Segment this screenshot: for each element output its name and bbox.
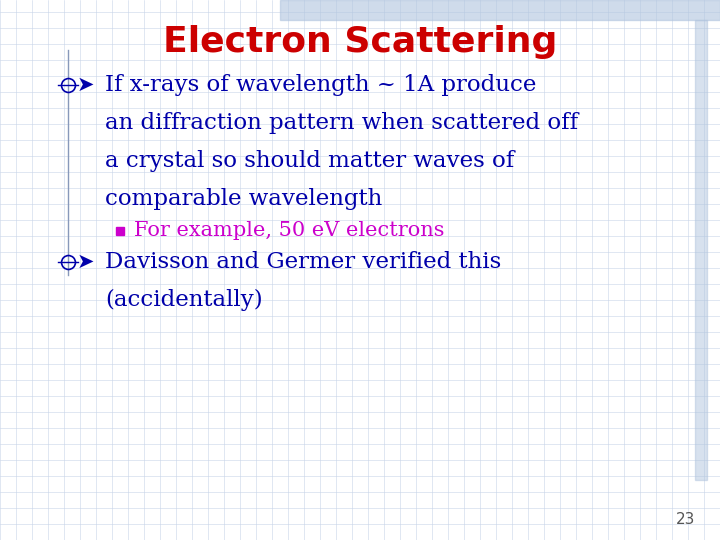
Bar xyxy=(695,20,707,480)
Text: a crystal so should matter waves of: a crystal so should matter waves of xyxy=(105,150,514,172)
Text: If x-rays of wavelength ~ 1A produce: If x-rays of wavelength ~ 1A produce xyxy=(105,74,536,96)
Text: Davisson and Germer verified this: Davisson and Germer verified this xyxy=(105,251,501,273)
Text: (accidentally): (accidentally) xyxy=(105,289,263,311)
Text: an diffraction pattern when scattered off: an diffraction pattern when scattered of… xyxy=(105,112,578,134)
Text: 23: 23 xyxy=(675,512,695,528)
Text: ➤: ➤ xyxy=(76,75,94,95)
Text: For example, 50 eV electrons: For example, 50 eV electrons xyxy=(134,221,444,240)
Text: Electron Scattering: Electron Scattering xyxy=(163,25,557,59)
Text: ➤: ➤ xyxy=(76,252,94,272)
Text: comparable wavelength: comparable wavelength xyxy=(105,188,382,210)
Bar xyxy=(280,0,720,20)
